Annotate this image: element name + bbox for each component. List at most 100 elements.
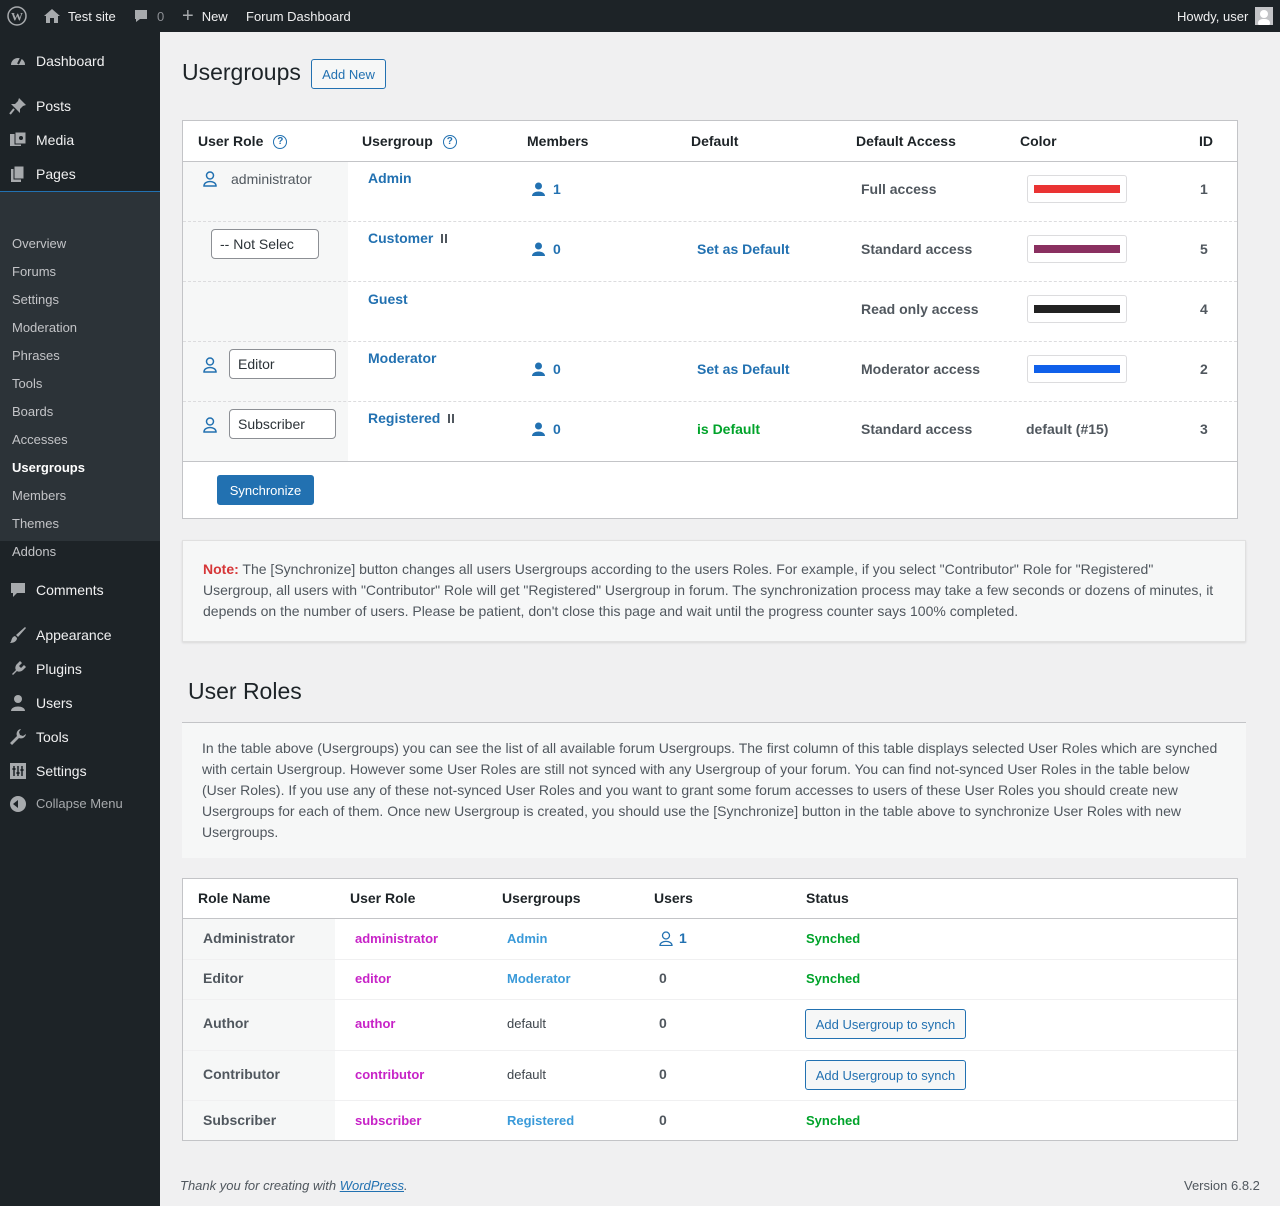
user-icon (532, 182, 545, 196)
submenu-moderation[interactable]: Moderation (12, 320, 78, 335)
admin-bar: W Test site 0 + New Forum Dashboard Howd… (0, 0, 1280, 32)
pages-icon (9, 165, 27, 183)
role-slug: administrator (355, 931, 439, 946)
user-role-select[interactable]: Subscriber (229, 409, 336, 439)
user-icon (532, 362, 545, 376)
footer-thanks: Thank you for creating with WordPress. (180, 1178, 408, 1193)
wordpress-link[interactable]: WordPress (339, 1178, 404, 1193)
set-as-default-link[interactable]: Set as Default (697, 241, 790, 257)
header-status: Status (806, 890, 849, 906)
default-access: Standard access (861, 421, 973, 437)
color-swatch[interactable] (1027, 355, 1127, 383)
usergroup-id: 5 (1200, 241, 1208, 257)
synchronize-button[interactable]: Synchronize (217, 475, 314, 505)
usergroup-link-registered[interactable]: Registered (368, 410, 455, 426)
user-role-icon (201, 416, 219, 437)
usergroup-id: 2 (1200, 361, 1208, 377)
menu-pages[interactable]: Pages (0, 157, 160, 191)
comments-link[interactable]: 0 (133, 0, 164, 32)
svg-text:W: W (11, 10, 23, 24)
color-swatch[interactable] (1027, 175, 1127, 203)
menu-plugins[interactable]: Plugins (0, 652, 160, 686)
help-icon[interactable]: ? (442, 135, 457, 150)
menu-settings[interactable]: Settings (0, 754, 160, 788)
add-new-button[interactable]: Add New (311, 59, 386, 89)
plugin-icon (9, 660, 27, 678)
my-account[interactable]: Howdy, user (1177, 0, 1274, 32)
members-count-customer[interactable]: 0 (532, 241, 561, 257)
help-icon[interactable]: ? (273, 135, 288, 150)
usergroup-link-admin[interactable]: Admin (368, 170, 412, 186)
user-icon (532, 422, 545, 436)
user-icon (532, 242, 545, 256)
menu-comments[interactable]: Comments (0, 573, 160, 607)
menu-dashboard[interactable]: Dashboard (0, 44, 160, 78)
default-access: Standard access (861, 241, 973, 257)
header-usergroups: Usergroups (502, 890, 581, 906)
submenu-phrases[interactable]: Phrases (12, 348, 60, 363)
role-slug: subscriber (355, 1113, 422, 1128)
submenu-overview[interactable]: Overview (12, 236, 67, 251)
menu-appearance[interactable]: Appearance (0, 618, 160, 652)
new-content-link[interactable]: + New (182, 5, 228, 27)
submenu-tools[interactable]: Tools (12, 376, 43, 391)
submenu-addons[interactable]: Addons (12, 544, 57, 559)
role-users-count[interactable]: 1 (659, 930, 687, 946)
color-swatch[interactable] (1027, 295, 1127, 323)
add-usergroup-to-synch-button[interactable]: Add Usergroup to synch (805, 1009, 966, 1039)
submenu-usergroups[interactable]: Usergroups (12, 460, 85, 475)
note-text: The [Synchronize] button changes all use… (203, 561, 1214, 619)
role-usergroup-link[interactable]: Registered (507, 1113, 575, 1128)
role-name: Contributor (203, 1066, 280, 1082)
usergroup-link-customer[interactable]: Customer (368, 230, 448, 246)
submenu-forums[interactable]: Forums (12, 264, 57, 279)
wordpress-logo-icon[interactable]: W (7, 0, 27, 32)
role-name: Author (203, 1015, 249, 1031)
is-default-label: is Default (697, 421, 761, 437)
role-usergroup-link[interactable]: Moderator (507, 971, 571, 986)
usergroup-link-guest[interactable]: Guest (368, 291, 408, 307)
forum-dashboard-link[interactable]: Forum Dashboard (246, 8, 351, 24)
menu-users[interactable]: Users (0, 686, 160, 720)
collapse-menu-button[interactable]: Collapse Menu (0, 792, 160, 816)
add-usergroup-to-synch-button[interactable]: Add Usergroup to synch (805, 1060, 966, 1090)
submenu-boards[interactable]: Boards (12, 404, 54, 419)
footer-version: Version 6.8.2 (1184, 1178, 1260, 1193)
submenu-settings[interactable]: Settings (12, 292, 59, 307)
pushpin-icon (9, 97, 27, 115)
color-swatch[interactable] (1027, 235, 1127, 263)
role-usergroup: default (507, 1067, 547, 1082)
members-count-moderator[interactable]: 0 (532, 361, 561, 377)
status-synched: Synched (806, 971, 861, 986)
role-name: Subscriber (203, 1112, 277, 1128)
header-members: Members (527, 133, 589, 149)
menu-media[interactable]: Media (0, 123, 160, 157)
role-slug: editor (355, 971, 392, 986)
submenu-themes[interactable]: Themes (12, 516, 59, 531)
role-users-count: 0 (659, 970, 667, 986)
role-usergroup-link[interactable]: Admin (507, 931, 548, 946)
avatar (1255, 7, 1274, 25)
header-default-access: Default Access (856, 133, 956, 149)
note-label: Note: (203, 561, 239, 577)
submenu-members[interactable]: Members (12, 488, 67, 503)
header-id: ID (1199, 133, 1213, 149)
paintbrush-icon (9, 626, 27, 644)
header-user-role: User Role? (198, 133, 288, 150)
usergroups-table: User Role? Usergroup? Members Default De… (182, 120, 1238, 519)
role-usergroup: default (507, 1016, 547, 1031)
status-synched: Synched (806, 1113, 861, 1128)
menu-tools[interactable]: Tools (0, 720, 160, 754)
user-role-select[interactable]: Editor (229, 349, 336, 379)
user-role-select[interactable]: -- Not Selec (211, 229, 319, 259)
menu-posts[interactable]: Posts (0, 89, 160, 123)
set-as-default-link[interactable]: Set as Default (697, 361, 790, 377)
site-link[interactable]: Test site (43, 0, 116, 32)
members-count-admin[interactable]: 1 (532, 181, 561, 197)
default-access: Moderator access (861, 361, 981, 377)
usergroup-link-moderator[interactable]: Moderator (368, 350, 437, 366)
role-users-count: 0 (659, 1112, 667, 1128)
submenu-accesses[interactable]: Accesses (12, 432, 68, 447)
user-roles-title: User Roles (188, 678, 302, 704)
members-count-registered[interactable]: 0 (532, 421, 561, 437)
